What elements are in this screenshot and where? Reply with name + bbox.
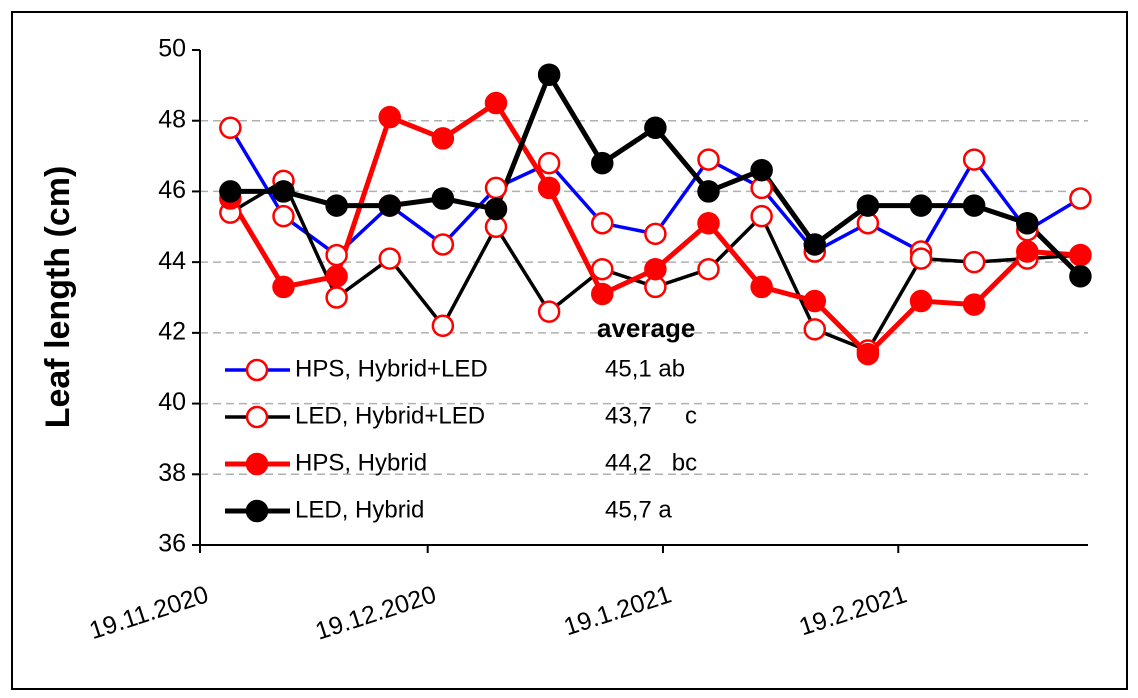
data-point (378, 194, 401, 217)
data-point (272, 275, 295, 299)
data-point (325, 265, 348, 288)
data-point (219, 180, 242, 203)
data-point (644, 222, 667, 246)
data-point (431, 127, 455, 150)
data-point (219, 116, 242, 140)
data-point (962, 194, 986, 217)
data-point (431, 314, 455, 338)
frame (11, 11, 1128, 690)
y-tick-label: 38 (158, 459, 186, 487)
data-point (325, 286, 348, 309)
data-point (1069, 243, 1092, 267)
data-point (962, 293, 986, 316)
legend-marker (245, 405, 269, 429)
y-tick-label: 44 (158, 247, 186, 275)
data-point (1069, 265, 1092, 288)
data-point (484, 197, 508, 221)
data-point (431, 233, 455, 256)
data-point (484, 176, 508, 200)
data-point (431, 187, 455, 210)
y-tick-label: 36 (158, 530, 186, 558)
legend-label: HPS, Hybrid (295, 449, 427, 476)
legend-label: HPS, Hybrid+LED (295, 355, 488, 382)
data-point (644, 116, 667, 140)
data-point (272, 180, 295, 203)
data-point (1069, 187, 1092, 210)
data-point (909, 194, 933, 217)
data-point (537, 300, 561, 323)
legend-average: 45,1 ab (605, 355, 685, 382)
y-axis-label: Leaf length (cm) (39, 166, 77, 429)
data-point (803, 233, 827, 256)
data-point (803, 289, 827, 313)
legend-title: average (597, 313, 695, 343)
data-point (750, 275, 773, 299)
data-point (537, 63, 561, 86)
data-point (325, 243, 348, 267)
data-point (697, 257, 720, 281)
data-point (697, 148, 720, 171)
legend-label: LED, Hybrid (295, 496, 424, 523)
data-point (378, 105, 401, 129)
data-point (591, 282, 614, 306)
data-point (856, 194, 880, 217)
y-tick-label: 40 (158, 388, 186, 416)
data-point (909, 247, 933, 270)
data-point (484, 91, 508, 115)
legend-marker (245, 499, 269, 523)
data-point (697, 212, 720, 235)
y-tick-label: 48 (158, 105, 186, 133)
legend-marker (245, 452, 269, 476)
data-point (962, 250, 986, 274)
data-point (909, 289, 933, 313)
y-tick-label: 50 (158, 35, 186, 63)
data-point (1016, 240, 1039, 263)
data-point (750, 158, 773, 182)
data-point (325, 194, 348, 217)
data-point (697, 180, 720, 203)
data-point (537, 151, 561, 175)
data-point (644, 257, 667, 281)
legend-average: 45,7 a (605, 496, 672, 523)
data-point (962, 148, 986, 171)
legend-label: LED, Hybrid+LED (295, 402, 485, 429)
data-point (591, 151, 614, 175)
legend-marker (245, 358, 269, 382)
data-point (537, 176, 561, 200)
data-point (1016, 212, 1039, 235)
legend-average: 44,2 bc (605, 449, 697, 476)
data-point (750, 204, 773, 228)
data-point (803, 318, 827, 341)
data-point (591, 212, 614, 235)
data-point (856, 342, 880, 366)
data-point (272, 204, 295, 228)
y-tick-label: 42 (158, 317, 186, 345)
y-tick-label: 46 (158, 176, 186, 204)
data-point (591, 257, 614, 281)
legend-average: 43,7 c (605, 402, 697, 429)
data-point (378, 247, 401, 270)
